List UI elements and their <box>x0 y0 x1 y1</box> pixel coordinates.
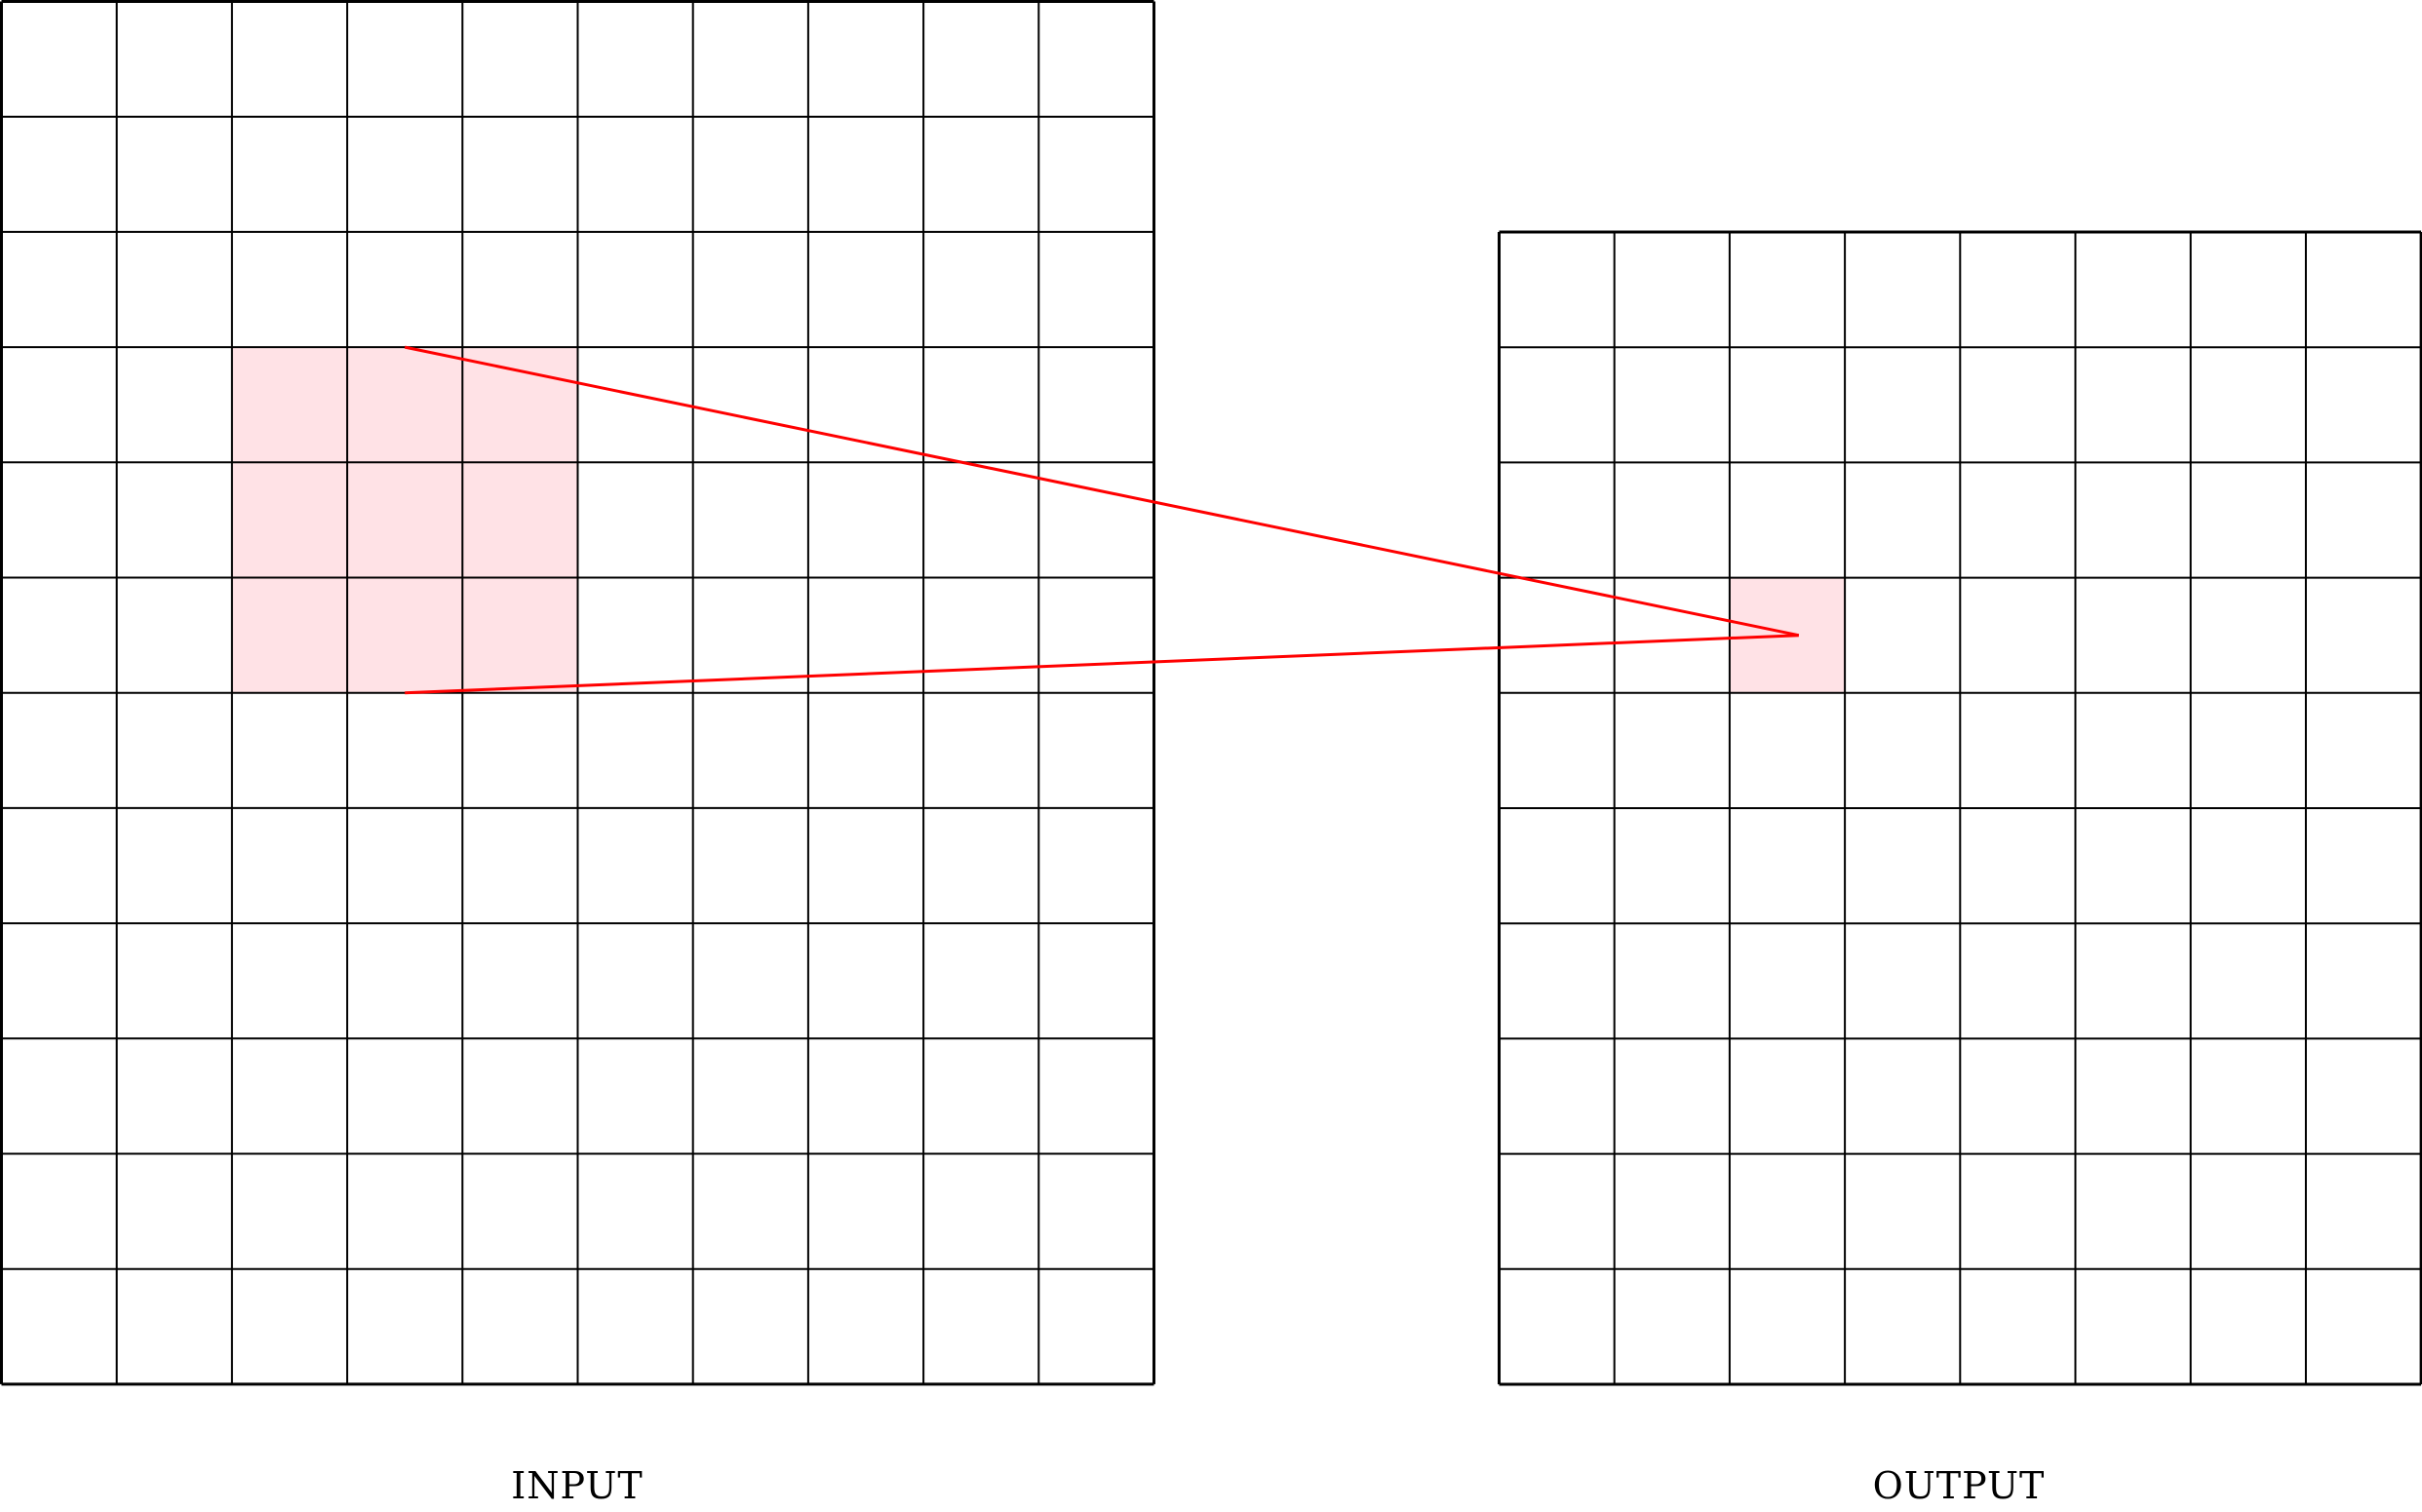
connector-bottom-line <box>405 634 1799 695</box>
connector-lines <box>404 345 1800 695</box>
input-grid <box>0 0 1155 1386</box>
output-grid <box>1498 230 2422 1386</box>
input-receptive-field <box>231 347 578 693</box>
input-label: INPUT <box>511 1464 644 1507</box>
connector-top-line <box>404 345 1800 638</box>
input-highlight-rect <box>231 347 578 693</box>
output-label: OUTPUT <box>1873 1464 2046 1507</box>
